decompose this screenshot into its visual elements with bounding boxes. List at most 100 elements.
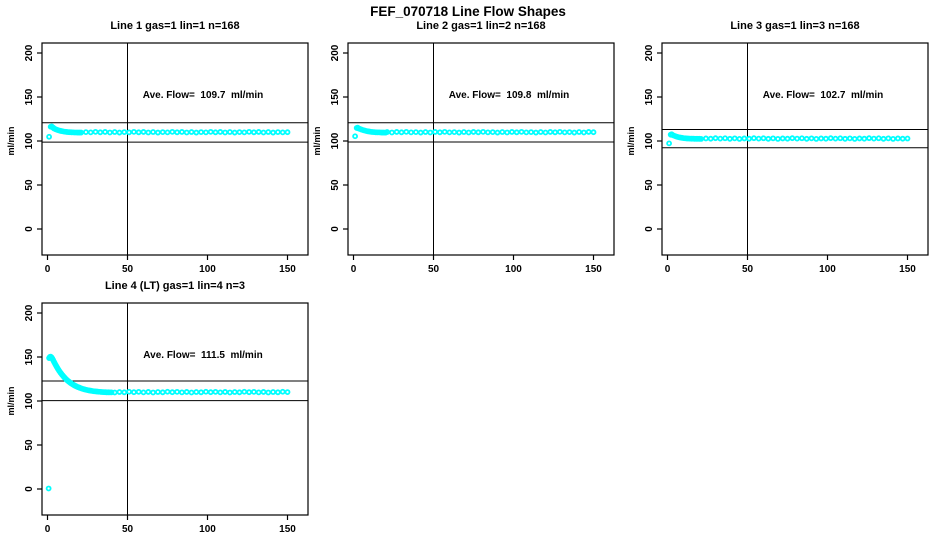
data-point: [856, 135, 863, 142]
data-point: [236, 129, 243, 136]
data-point: [542, 129, 549, 136]
data-point: [890, 135, 897, 142]
data-point: [727, 135, 733, 142]
data-point: [528, 129, 535, 136]
data-point: [803, 135, 810, 142]
data-point: [576, 129, 583, 135]
data-point: [135, 129, 142, 136]
data-point: [116, 389, 123, 395]
data-point: [547, 129, 554, 135]
x-tick-label: 0: [45, 524, 51, 535]
data-point: [808, 135, 815, 142]
y-tick-label: 200: [24, 44, 35, 61]
data-point: [722, 135, 728, 142]
data-point: [140, 129, 147, 135]
subplot-line-3: Line 3 gas=1 lin=3 n=168 0 50 100 150 0 50 100…: [620, 18, 936, 280]
data-point: [499, 129, 506, 135]
data-point: [231, 129, 238, 136]
data-point: [246, 128, 253, 135]
data-point: [585, 129, 592, 135]
y-tick-label: 200: [330, 44, 341, 61]
data-point: [121, 129, 128, 136]
data-point: [265, 389, 272, 396]
data-point: [126, 129, 133, 136]
data-point: [212, 129, 219, 136]
data-point: [736, 135, 743, 142]
data-point: [875, 135, 882, 142]
y-tick-label: 200: [24, 304, 35, 321]
data-point: [566, 129, 573, 136]
data-point: [169, 389, 176, 396]
y-tick-label: 150: [24, 348, 35, 365]
data-point: [779, 135, 786, 142]
data-point: [222, 129, 229, 136]
data-point: [441, 128, 448, 135]
plot-canvas: 0 50 100 150 0 50 100 150 200 ml/min: [6, 302, 309, 535]
plot-box: [661, 42, 929, 256]
data-point: [178, 389, 185, 396]
y-tick-label: 100: [24, 392, 35, 409]
ave-flow-annotation: Ave. Flow= 111.5 ml/min: [143, 350, 263, 361]
y-tick-label: 0: [644, 226, 655, 232]
data-point: [250, 129, 257, 136]
data-point: [427, 129, 434, 136]
data-points: [352, 124, 597, 140]
data-point: [532, 129, 539, 136]
data-point: [571, 129, 578, 136]
data-point: [45, 485, 52, 492]
data-point: [284, 389, 291, 396]
data-point: [178, 129, 185, 135]
data-point: [126, 388, 133, 395]
ave-flow-annotation: Ave. Flow= 109.7 ml/min: [142, 90, 264, 101]
data-point: [174, 388, 181, 395]
y-tick-label: 100: [24, 132, 35, 149]
data-point: [755, 135, 762, 142]
data-point: [222, 389, 229, 395]
data-point: [389, 129, 395, 136]
ave-flow-annotation: Ave. Flow= 102.7 ml/min: [762, 90, 884, 101]
data-point: [494, 129, 501, 136]
y-axis-title: ml/min: [626, 126, 636, 155]
data-point: [202, 129, 209, 136]
y-axis-title: ml/min: [6, 386, 16, 415]
data-point: [111, 129, 118, 135]
data-point: [154, 129, 161, 136]
data-point: [832, 135, 839, 142]
data-point: [894, 135, 901, 142]
data-point: [255, 389, 262, 396]
plot-box: [41, 302, 309, 516]
data-point: [250, 388, 257, 395]
data-point: [107, 129, 113, 136]
data-point: [861, 135, 868, 142]
plot-canvas: 0 50 100 150 0 50 100 150 200 ml/min: [626, 42, 929, 275]
data-point: [207, 389, 214, 396]
data-point: [475, 129, 482, 136]
subplot-title: Line 3 gas=1 lin=3 n=168: [730, 20, 860, 32]
data-point: [451, 129, 458, 136]
data-point: [393, 129, 400, 135]
data-point: [164, 129, 171, 136]
data-point: [121, 389, 128, 396]
data-point: [284, 129, 291, 136]
data-point: [789, 135, 796, 142]
x-tick-label: 100: [505, 264, 522, 275]
x-tick-label: 100: [199, 524, 216, 535]
y-tick-label: 0: [24, 226, 35, 232]
data-point: [712, 135, 719, 142]
y-tick-label: 50: [330, 179, 341, 191]
data-point: [231, 389, 238, 395]
data-point: [193, 389, 200, 395]
data-point: [130, 389, 137, 396]
y-tick-label: 150: [24, 88, 35, 105]
data-point: [413, 129, 419, 136]
data-point: [580, 129, 587, 136]
subplot-line-4: Line 4 (LT) gas=1 lin=4 n=3 0 50 100 150 0 50…: [0, 278, 320, 540]
data-point: [717, 135, 724, 142]
data-point: [489, 129, 496, 136]
x-tick-label: 50: [428, 264, 440, 275]
data-point: [352, 133, 358, 140]
data-point: [255, 129, 262, 135]
data-point: [827, 135, 834, 142]
data-point: [183, 129, 190, 136]
